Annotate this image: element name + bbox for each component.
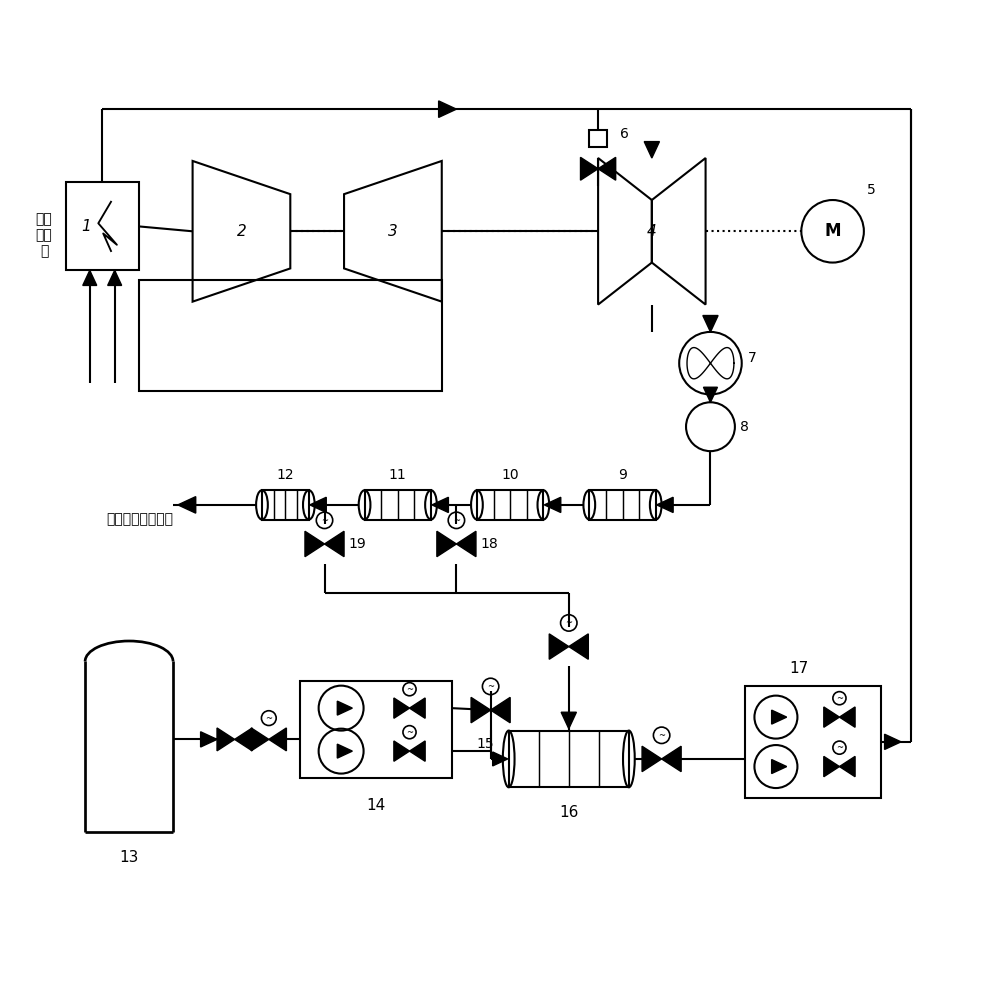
Polygon shape — [642, 746, 662, 772]
Polygon shape — [839, 707, 855, 727]
Polygon shape — [657, 497, 673, 513]
Polygon shape — [544, 497, 561, 513]
Polygon shape — [252, 728, 269, 751]
Text: ~: ~ — [836, 743, 843, 752]
Text: 19: 19 — [349, 537, 367, 551]
Polygon shape — [269, 728, 286, 751]
Text: M: M — [825, 222, 840, 240]
Bar — [139, 280, 442, 391]
Polygon shape — [457, 531, 476, 557]
Polygon shape — [409, 741, 425, 761]
Polygon shape — [772, 710, 787, 724]
Polygon shape — [337, 701, 353, 715]
Polygon shape — [493, 752, 507, 766]
Polygon shape — [324, 531, 344, 557]
Polygon shape — [824, 707, 839, 727]
Polygon shape — [305, 531, 324, 557]
Polygon shape — [437, 531, 457, 557]
Text: 6: 6 — [619, 127, 628, 141]
Text: 11: 11 — [388, 468, 406, 482]
Text: 5: 5 — [867, 183, 876, 197]
Text: 给水
系统
来: 给水 系统 来 — [36, 212, 53, 258]
Polygon shape — [644, 142, 659, 158]
Bar — [65, 182, 139, 270]
Bar — [300, 681, 452, 778]
Polygon shape — [824, 756, 839, 777]
Text: 12: 12 — [276, 468, 294, 482]
Text: ~: ~ — [266, 714, 273, 723]
Text: 16: 16 — [559, 805, 579, 820]
Polygon shape — [491, 697, 510, 723]
Polygon shape — [200, 732, 217, 747]
Polygon shape — [178, 497, 195, 513]
Polygon shape — [217, 728, 235, 751]
Polygon shape — [599, 157, 615, 180]
Text: 1: 1 — [81, 219, 91, 234]
Polygon shape — [703, 316, 718, 332]
Bar — [477, 490, 543, 520]
Polygon shape — [662, 746, 681, 772]
Polygon shape — [393, 741, 409, 761]
Polygon shape — [310, 497, 326, 513]
Polygon shape — [549, 634, 569, 659]
Bar — [365, 490, 431, 520]
Polygon shape — [772, 760, 787, 774]
Polygon shape — [839, 756, 855, 777]
Text: ~: ~ — [565, 618, 572, 627]
Text: ~: ~ — [658, 731, 665, 740]
Polygon shape — [83, 270, 97, 285]
Text: 4: 4 — [647, 224, 657, 239]
Bar — [590, 130, 606, 147]
Polygon shape — [409, 698, 425, 718]
Text: ~: ~ — [836, 694, 843, 703]
Polygon shape — [235, 728, 252, 751]
Text: 2: 2 — [237, 224, 247, 239]
Text: ~: ~ — [406, 685, 413, 694]
Text: 13: 13 — [119, 850, 139, 865]
Text: 3: 3 — [388, 224, 397, 239]
Text: 去主机除氧器入口: 去主机除氧器入口 — [106, 513, 173, 527]
Text: 18: 18 — [481, 537, 498, 551]
Polygon shape — [561, 712, 577, 729]
Text: 15: 15 — [477, 737, 495, 751]
Polygon shape — [581, 157, 599, 180]
Polygon shape — [108, 270, 122, 285]
Bar — [744, 686, 881, 798]
Bar — [508, 731, 629, 787]
Text: ~: ~ — [406, 728, 413, 737]
Text: ~: ~ — [453, 516, 460, 525]
Text: 7: 7 — [747, 351, 756, 365]
Text: 10: 10 — [501, 468, 519, 482]
Text: ~: ~ — [488, 682, 495, 691]
Polygon shape — [704, 387, 717, 402]
Text: 9: 9 — [618, 468, 627, 482]
Polygon shape — [471, 697, 491, 723]
Text: 8: 8 — [739, 420, 748, 434]
Polygon shape — [393, 698, 409, 718]
Bar — [262, 490, 309, 520]
Polygon shape — [337, 744, 353, 758]
Text: 17: 17 — [790, 661, 809, 676]
Polygon shape — [885, 734, 901, 749]
Polygon shape — [439, 101, 457, 117]
Polygon shape — [569, 634, 589, 659]
Polygon shape — [432, 497, 448, 513]
Bar — [590, 490, 656, 520]
Text: 14: 14 — [367, 798, 385, 813]
Text: ~: ~ — [321, 516, 328, 525]
